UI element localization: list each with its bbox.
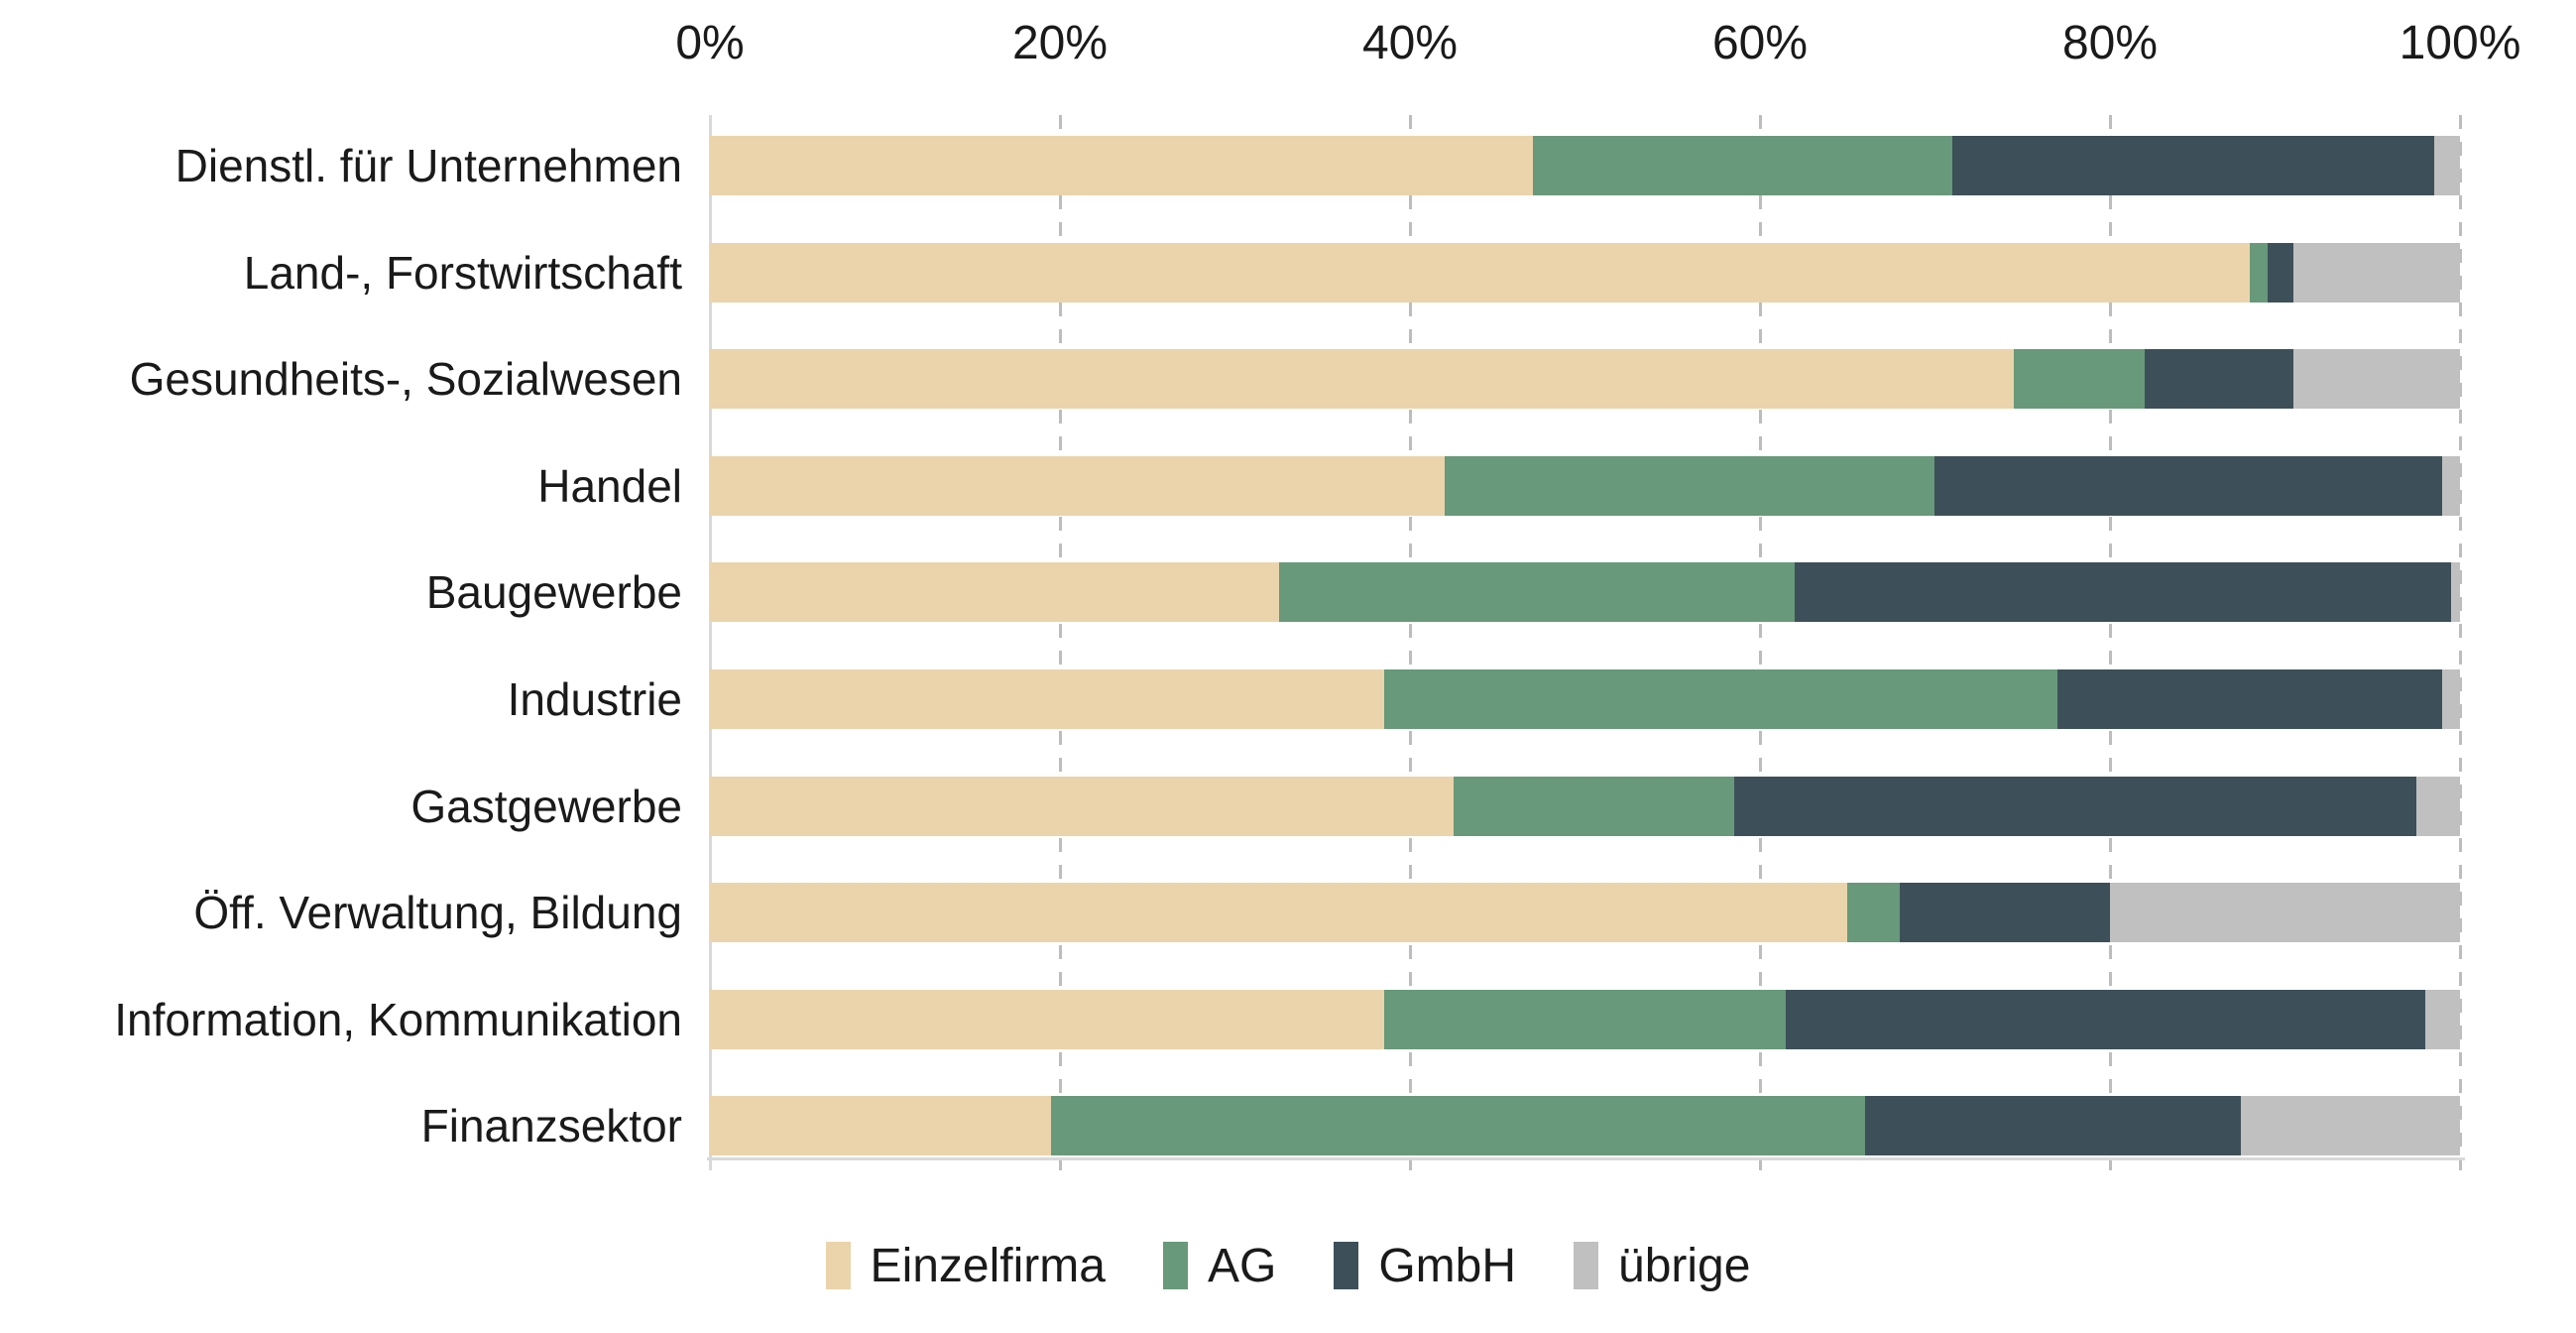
bar-row bbox=[710, 990, 2460, 1049]
bar-segment-ag bbox=[1454, 777, 1734, 836]
bar-row bbox=[710, 1096, 2460, 1155]
bar-segment-gmbh bbox=[1864, 1096, 2242, 1155]
category-label: Baugewerbe bbox=[425, 566, 682, 618]
legend-swatch-ag bbox=[1162, 1242, 1188, 1289]
bar-segment-einzelfirma bbox=[710, 456, 1446, 516]
gridline bbox=[1059, 115, 1062, 1170]
bar-segment-gmbh bbox=[2145, 349, 2294, 409]
bar-segment-gmbh bbox=[1934, 456, 2443, 516]
bar-segment-uebrige bbox=[2451, 562, 2460, 622]
bar-segment-einzelfirma bbox=[710, 136, 1533, 195]
bar-segment-uebrige bbox=[2442, 456, 2460, 516]
legend-swatch-uebrige bbox=[1574, 1242, 1598, 1289]
bar-segment-einzelfirma bbox=[710, 562, 1279, 622]
bar-segment-einzelfirma bbox=[710, 349, 2014, 409]
bar-segment-uebrige bbox=[2424, 990, 2460, 1049]
bar-segment-gmbh bbox=[2057, 669, 2443, 729]
legend-label-einzelfirma: Einzelfirma bbox=[870, 1239, 1106, 1292]
category-label: Land-, Forstwirtschaft bbox=[243, 247, 682, 299]
bar-row bbox=[710, 562, 2460, 622]
bar-segment-einzelfirma bbox=[710, 777, 1455, 836]
bar-segment-uebrige bbox=[2109, 883, 2460, 942]
bar-segment-ag bbox=[1532, 136, 1953, 195]
bar-segment-ag bbox=[2013, 349, 2146, 409]
bar-segment-einzelfirma bbox=[710, 1096, 1052, 1155]
bar-row bbox=[710, 669, 2460, 729]
category-label: Gesundheits-, Sozialwesen bbox=[129, 353, 682, 405]
axis-tick-label: 20% bbox=[1011, 17, 1109, 69]
category-label: Finanzsektor bbox=[420, 1100, 682, 1151]
legend-item-uebrige: übrige bbox=[1574, 1239, 1750, 1293]
bar-segment-einzelfirma bbox=[710, 243, 2251, 303]
legend-item-gmbh: GmbH bbox=[1334, 1239, 1516, 1293]
bar-segment-gmbh bbox=[2267, 243, 2294, 303]
axis-tick-label: 100% bbox=[2399, 17, 2521, 69]
bar-segment-einzelfirma bbox=[710, 990, 1384, 1049]
bar-segment-ag bbox=[1278, 562, 1796, 622]
axis-tick-label: 80% bbox=[2061, 17, 2159, 69]
category-label: Öff. Verwaltung, Bildung bbox=[193, 887, 682, 938]
axis-tick-label: 0% bbox=[675, 17, 745, 69]
bar-segment-uebrige bbox=[2442, 669, 2460, 729]
gridline bbox=[2459, 115, 2462, 1170]
category-label: Industrie bbox=[507, 673, 682, 725]
legend-label-gmbh: GmbH bbox=[1378, 1239, 1516, 1292]
bar-segment-einzelfirma bbox=[710, 669, 1384, 729]
bar-segment-uebrige bbox=[2293, 243, 2460, 303]
bar-row bbox=[710, 136, 2460, 195]
bar-segment-einzelfirma bbox=[710, 883, 1848, 942]
bar-segment-gmbh bbox=[1795, 562, 2452, 622]
bar-segment-gmbh bbox=[1786, 990, 2425, 1049]
bar-segment-uebrige bbox=[2241, 1096, 2460, 1155]
bar-row bbox=[710, 777, 2460, 836]
gridline bbox=[1759, 115, 1762, 1170]
legend-label-uebrige: übrige bbox=[1618, 1239, 1751, 1292]
bar-segment-ag bbox=[1383, 990, 1787, 1049]
category-label: Dienstl. für Unternehmen bbox=[175, 140, 682, 191]
category-label: Handel bbox=[537, 460, 682, 512]
bar-segment-uebrige bbox=[2293, 349, 2460, 409]
gridline bbox=[1409, 115, 1412, 1170]
axis-tick-label: 60% bbox=[1711, 17, 1809, 69]
legend-label-ag: AG bbox=[1207, 1239, 1277, 1292]
legend-item-ag: AG bbox=[1162, 1239, 1277, 1293]
bar-segment-ag bbox=[1445, 456, 1935, 516]
bar-segment-ag bbox=[2250, 243, 2268, 303]
bar-segment-uebrige bbox=[2433, 136, 2460, 195]
axis-line-bottom bbox=[707, 1157, 2465, 1160]
axis-tick-label: 40% bbox=[1361, 17, 1459, 69]
bar-segment-ag bbox=[1051, 1096, 1865, 1155]
legend: Einzelfirma AG GmbH übrige bbox=[0, 1228, 2576, 1303]
legend-swatch-einzelfirma bbox=[825, 1242, 851, 1289]
bar-segment-uebrige bbox=[2415, 777, 2460, 836]
axis-line-vertical bbox=[709, 115, 712, 1170]
legend-item-einzelfirma: Einzelfirma bbox=[825, 1239, 1106, 1293]
category-label: Information, Kommunikation bbox=[114, 994, 682, 1045]
bar-segment-ag bbox=[1847, 883, 1901, 942]
bar-row bbox=[710, 456, 2460, 516]
bar-row bbox=[710, 883, 2460, 942]
bar-segment-gmbh bbox=[1900, 883, 2110, 942]
legend-swatch-gmbh bbox=[1334, 1242, 1359, 1289]
bar-segment-gmbh bbox=[1952, 136, 2434, 195]
bar-row bbox=[710, 243, 2460, 303]
bar-segment-ag bbox=[1383, 669, 2058, 729]
bar-segment-gmbh bbox=[1733, 777, 2416, 836]
category-label: Gastgewerbe bbox=[410, 781, 682, 832]
gridline bbox=[2109, 115, 2112, 1170]
bar-row bbox=[710, 349, 2460, 409]
